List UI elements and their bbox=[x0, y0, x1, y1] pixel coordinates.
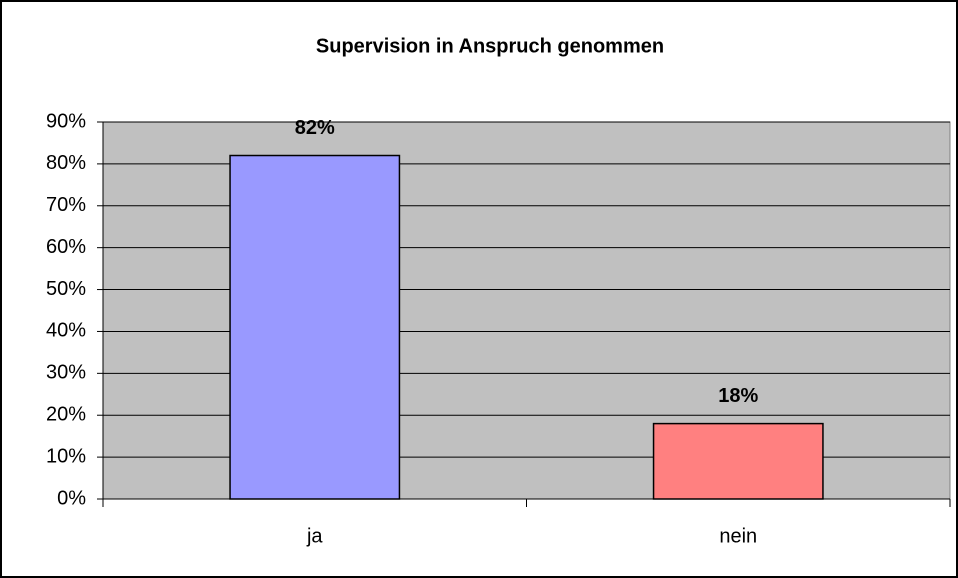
y-tick-label: 70% bbox=[46, 194, 86, 216]
y-tick-label: 40% bbox=[46, 320, 86, 342]
y-tick-label: 20% bbox=[46, 404, 86, 426]
value-label: 82% bbox=[295, 117, 335, 139]
bar bbox=[229, 154, 401, 500]
x-tick-label: nein bbox=[719, 525, 757, 547]
value-label: 18% bbox=[718, 385, 758, 407]
y-tick-label: 10% bbox=[46, 445, 86, 467]
y-tick-label: 60% bbox=[46, 236, 86, 258]
x-tick-label: ja bbox=[306, 525, 323, 547]
bar bbox=[652, 422, 824, 500]
y-tick-label: 50% bbox=[46, 278, 86, 300]
chart-title: Supervision in Anspruch genommen bbox=[316, 35, 664, 57]
y-tick-label: 90% bbox=[46, 110, 86, 132]
y-tick-label: 30% bbox=[46, 362, 86, 384]
y-tick-label: 80% bbox=[46, 152, 86, 174]
y-tick-label: 0% bbox=[57, 487, 86, 509]
